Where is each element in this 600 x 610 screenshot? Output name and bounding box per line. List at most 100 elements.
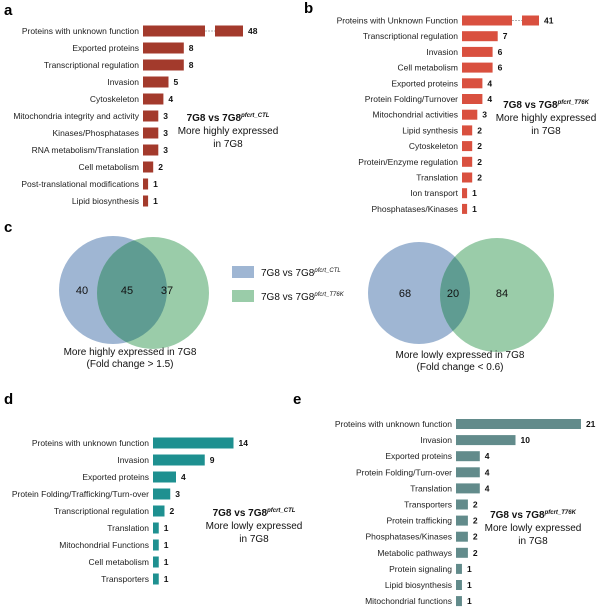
- value-label: 3: [175, 489, 180, 499]
- annotation-line: in 7G8: [531, 126, 561, 137]
- venn-caption: More highly expressed in 7G8: [64, 347, 197, 358]
- venn-count-ctl-only: 68: [399, 288, 411, 300]
- value-label: 1: [472, 204, 477, 214]
- venn-diagram: 40 45 37 More highly expressed in 7G8(Fold …: [59, 236, 209, 370]
- category-label: Proteins with unknown function: [32, 438, 149, 448]
- category-label: Mitochondria integrity and activity: [13, 111, 139, 121]
- panel-letter: c: [4, 219, 12, 236]
- value-label: 21: [586, 419, 596, 429]
- category-label: Cytoskeleton: [409, 141, 458, 151]
- value-label: 5: [174, 77, 179, 87]
- bar: [462, 188, 468, 199]
- category-label: Translation: [410, 483, 452, 493]
- value-label: 2: [477, 173, 482, 183]
- category-label: Kinases/Phosphatases: [53, 128, 139, 138]
- bar: [153, 522, 159, 534]
- bar: [456, 547, 468, 558]
- bar: [456, 580, 462, 590]
- category-label: Cell metabolism: [89, 557, 149, 567]
- category-label: Lipid synthesis: [402, 125, 458, 135]
- bar: [456, 563, 462, 574]
- bar: [462, 62, 493, 73]
- category-label: Ion transport: [410, 188, 458, 198]
- value-label: 2: [477, 157, 482, 167]
- bar: [462, 172, 473, 183]
- category-label: Lipid biosynthesis: [385, 580, 452, 590]
- venn-overlap: [97, 237, 167, 344]
- bar: [153, 437, 234, 449]
- legend-swatch: [232, 290, 254, 302]
- category-label: Protein Folding/Turn-over: [356, 467, 452, 477]
- value-label: 1: [467, 580, 472, 590]
- value-label: 1: [164, 540, 169, 550]
- annotation-line: More highly expressed: [496, 113, 597, 124]
- annotation-title: 7G8 vs 7G8pfcrt_CTL: [213, 508, 296, 519]
- legend-label: 7G8 vs 7G8pfcrt_CTL: [261, 268, 341, 279]
- value-label: 1: [467, 564, 472, 574]
- category-label: Mitochondrial activities: [372, 110, 458, 120]
- bar: [462, 15, 512, 26]
- bar: [153, 505, 165, 517]
- category-label: Exported proteins: [82, 472, 149, 482]
- bar: [143, 161, 154, 173]
- annotation-line: More highly expressed: [178, 126, 279, 137]
- venn-legend: 7G8 vs 7G8pfcrt_CTL 7G8 vs 7G8pfcrt_T76K: [232, 266, 345, 303]
- bar: [462, 78, 483, 89]
- panel-letter: e: [293, 391, 301, 408]
- value-label: 2: [477, 125, 482, 135]
- value-label: 2: [170, 506, 175, 516]
- annotation-line: in 7G8: [213, 139, 243, 150]
- bar: [462, 46, 493, 57]
- bar: [143, 178, 149, 190]
- venn-caption: More lowly expressed in 7G8: [396, 350, 525, 361]
- bar: [143, 93, 164, 105]
- bar: [153, 539, 159, 551]
- bar: [462, 31, 498, 42]
- bar: [143, 76, 169, 88]
- value-label: 1: [164, 523, 169, 533]
- category-label: Protein Folding/Trafficking/Turn-over: [12, 489, 149, 499]
- value-label: 48: [248, 26, 258, 36]
- value-label: 2: [477, 141, 482, 151]
- category-label: Proteins with unknown function: [335, 419, 452, 429]
- bar: [143, 144, 159, 156]
- category-label: Proteins with unknown function: [22, 26, 139, 36]
- value-label: 4: [487, 94, 492, 104]
- value-label: 2: [473, 548, 478, 558]
- category-label: Cytoskeleton: [90, 94, 139, 104]
- value-label: 1: [164, 557, 169, 567]
- panel-letter: b: [304, 0, 313, 17]
- bar: [143, 59, 184, 71]
- bar: [456, 467, 480, 478]
- category-label: Translation: [416, 173, 458, 183]
- value-label: 9: [210, 455, 215, 465]
- bar: [456, 531, 468, 542]
- bar: [522, 15, 539, 26]
- value-label: 3: [482, 110, 487, 120]
- value-label: 1: [467, 596, 472, 606]
- category-label: Translation: [107, 523, 149, 533]
- category-label: Lipid biosynthesis: [72, 196, 139, 206]
- value-label: 2: [473, 500, 478, 510]
- category-label: Invasion: [426, 47, 458, 57]
- category-label: Transcriptional regulation: [54, 506, 149, 516]
- legend-label: 7G8 vs 7G8pfcrt_T76K: [261, 292, 345, 303]
- venn-count-overlap: 20: [447, 288, 459, 300]
- bar: [456, 596, 462, 607]
- venn-count-overlap: 45: [121, 285, 133, 297]
- value-label: 41: [544, 16, 554, 26]
- value-label: 1: [472, 188, 477, 198]
- value-label: 1: [153, 196, 158, 206]
- venn-diagram: 68 20 84 More lowly expressed in 7G8(Fold c…: [368, 238, 554, 373]
- category-label: Transporters: [404, 500, 452, 510]
- value-label: 8: [189, 60, 194, 70]
- value-label: 3: [163, 128, 168, 138]
- bar: [153, 556, 159, 568]
- value-label: 4: [487, 78, 492, 88]
- venn-circle-t76k: [440, 238, 554, 352]
- category-label: Proteins with Unknown Function: [337, 16, 459, 26]
- bar: [153, 488, 171, 500]
- bar: [143, 127, 159, 139]
- venn-count-t76k-only: 84: [496, 288, 508, 300]
